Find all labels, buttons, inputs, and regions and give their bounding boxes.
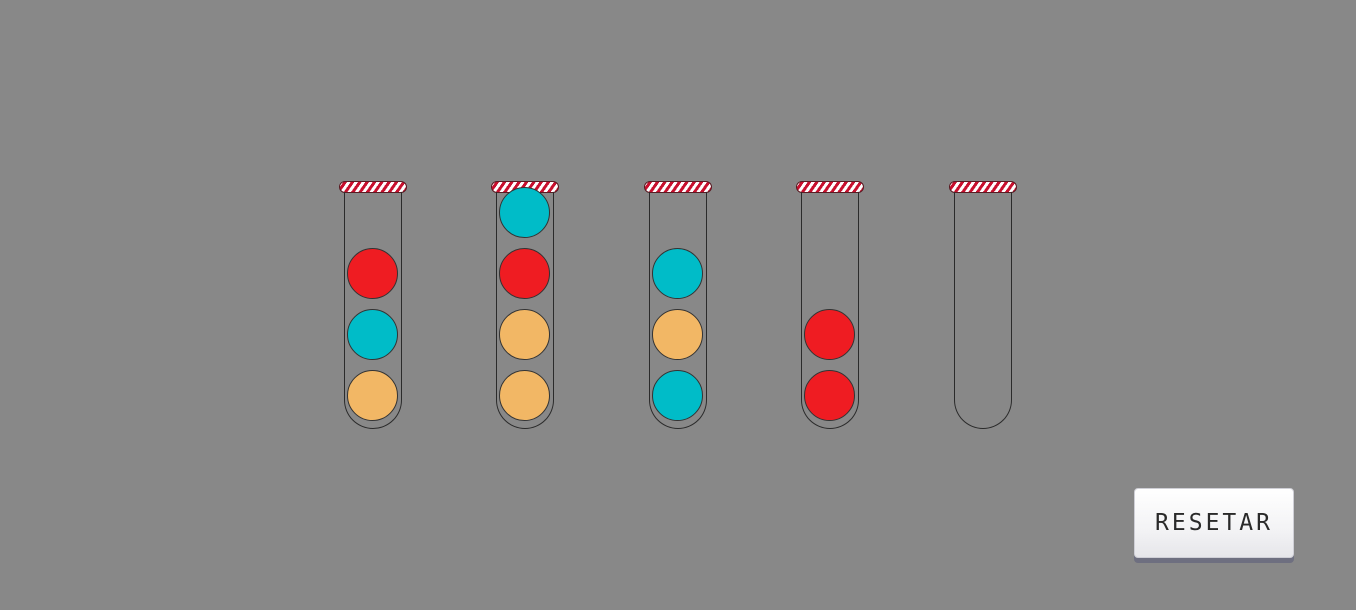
tube-4[interactable] bbox=[796, 181, 866, 431]
orange-ball[interactable] bbox=[652, 309, 703, 360]
red-ball[interactable] bbox=[347, 248, 398, 299]
orange-ball[interactable] bbox=[347, 370, 398, 421]
reset-button-label: RESETAR bbox=[1155, 510, 1273, 536]
cyan-ball[interactable] bbox=[652, 248, 703, 299]
tube-body bbox=[344, 192, 402, 429]
tube-5[interactable] bbox=[949, 181, 1019, 431]
orange-ball[interactable] bbox=[499, 309, 550, 360]
red-ball[interactable] bbox=[804, 370, 855, 421]
tube-body bbox=[496, 192, 554, 429]
cyan-ball[interactable] bbox=[499, 187, 550, 238]
cyan-ball[interactable] bbox=[347, 309, 398, 360]
reset-button[interactable]: RESETAR bbox=[1134, 488, 1294, 558]
tube-3[interactable] bbox=[644, 181, 714, 431]
tube-2[interactable] bbox=[491, 181, 561, 431]
red-ball[interactable] bbox=[804, 309, 855, 360]
tube-1[interactable] bbox=[339, 181, 409, 431]
tube-body bbox=[649, 192, 707, 429]
red-ball[interactable] bbox=[499, 248, 550, 299]
orange-ball[interactable] bbox=[499, 370, 550, 421]
cyan-ball[interactable] bbox=[652, 370, 703, 421]
tube-body bbox=[801, 192, 859, 429]
tube-body bbox=[954, 192, 1012, 429]
